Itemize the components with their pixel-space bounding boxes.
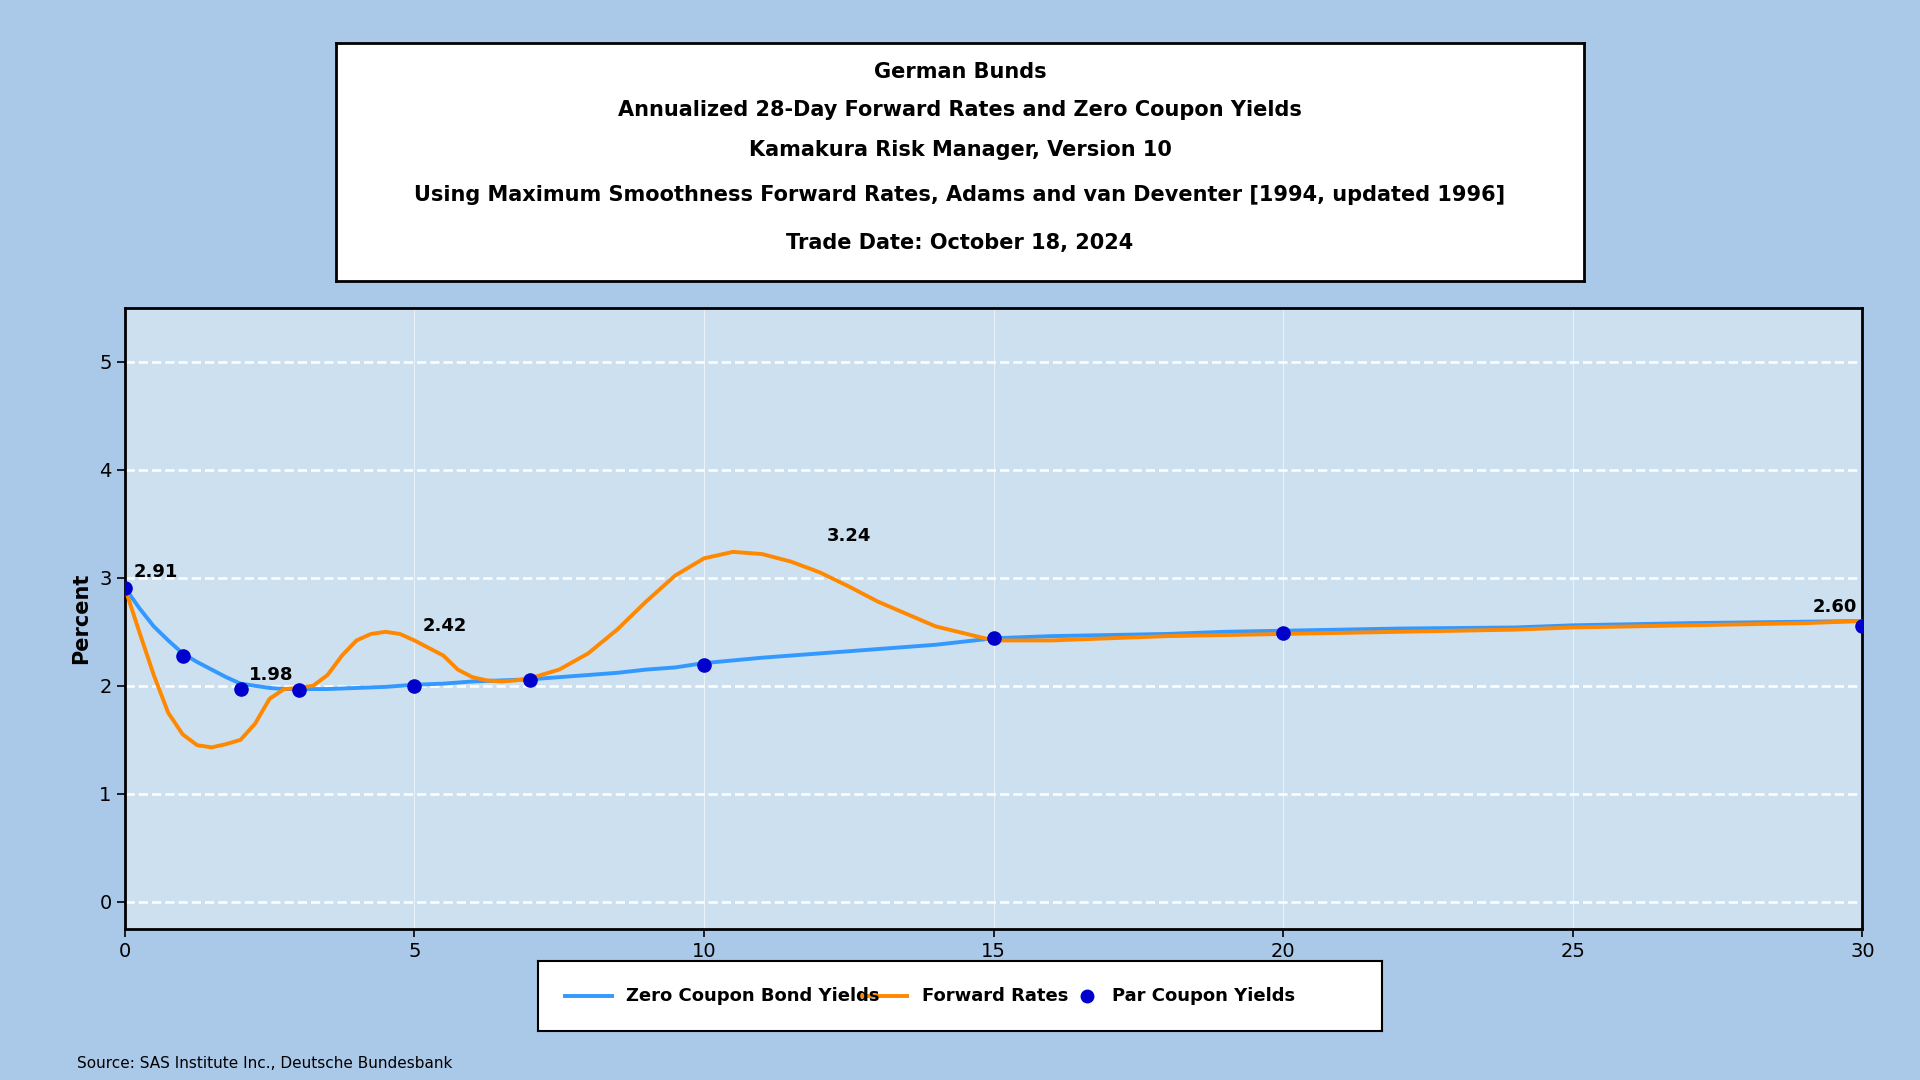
Text: Trade Date: October 18, 2024: Trade Date: October 18, 2024 [787,233,1133,253]
Text: 2.60: 2.60 [1812,597,1857,616]
Point [399,677,430,694]
Text: Using Maximum Smoothness Forward Rates, Adams and van Deventer [1994, updated 19: Using Maximum Smoothness Forward Rates, … [415,186,1505,205]
Text: Kamakura Risk Manager, Version 10: Kamakura Risk Manager, Version 10 [749,140,1171,160]
Text: 1.98: 1.98 [250,665,294,684]
Text: 2.42: 2.42 [422,617,467,635]
Point [689,657,720,674]
Point [284,681,315,699]
Point [225,680,255,698]
X-axis label: Years to Maturity: Years to Maturity [891,970,1096,989]
Text: 3.24: 3.24 [828,527,872,545]
Point [1847,618,1878,635]
Text: 2.91: 2.91 [134,563,179,581]
Text: German Bunds: German Bunds [874,62,1046,82]
Point [109,579,140,596]
Text: Par Coupon Yields: Par Coupon Yields [1112,987,1296,1005]
Point [1267,624,1298,642]
Text: Forward Rates: Forward Rates [922,987,1068,1005]
Text: Zero Coupon Bond Yields: Zero Coupon Bond Yields [626,987,879,1005]
Text: Annualized 28-Day Forward Rates and Zero Coupon Yields: Annualized 28-Day Forward Rates and Zero… [618,99,1302,120]
Text: Source: SAS Institute Inc., Deutsche Bundesbank: Source: SAS Institute Inc., Deutsche Bun… [77,1056,453,1071]
Point [515,672,545,689]
Point [977,630,1010,647]
Point [167,647,198,664]
Y-axis label: Percent: Percent [71,572,90,664]
